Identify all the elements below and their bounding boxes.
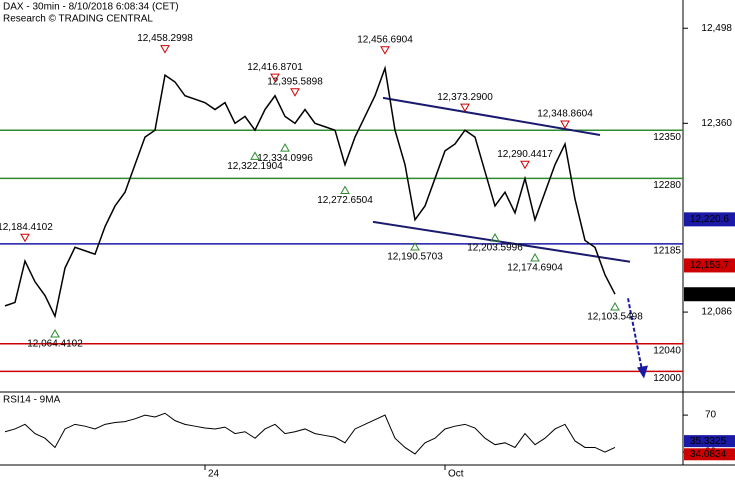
peak-marker [380, 46, 390, 55]
trough-label: 12,174.6904 [507, 263, 563, 274]
level-label: 12040 [653, 345, 681, 356]
trough-label: 12,203.5996 [467, 243, 523, 254]
price-box [684, 258, 735, 273]
trough-label: 12,334.0996 [257, 153, 313, 164]
level-label: 12350 [653, 132, 681, 143]
peak-marker [270, 73, 280, 83]
trough-marker [410, 242, 420, 251]
peak-label: 12,458.2998 [137, 33, 193, 44]
trendline [372, 220, 631, 263]
trough-label: 12,322.1904 [227, 161, 283, 172]
x-tick-label: 24 [208, 469, 220, 480]
rsi-box-label: 35.3325 [690, 436, 727, 447]
price-box [684, 287, 735, 302]
trough-marker [250, 151, 260, 160]
rsi-box [684, 448, 735, 461]
trough-marker [50, 328, 60, 338]
level-label: 12185 [653, 246, 681, 257]
trough-label: 12,103.5498 [587, 312, 643, 323]
level-label: 12280 [653, 180, 681, 191]
rsi-line [4, 412, 616, 455]
y-tick-label: 12,498 [701, 23, 732, 34]
trough-marker [340, 185, 350, 194]
y-tick-label: 12,360 [701, 118, 732, 129]
peak-label: 12,456.6904 [357, 34, 413, 45]
peak-marker [560, 120, 570, 129]
trough-marker [280, 143, 290, 152]
price-box-label: 12,153.7 [690, 260, 729, 271]
peak-label: 12,416.8701 [247, 62, 303, 73]
trough-marker [490, 233, 500, 242]
price-box-label: 12,111.9 [690, 289, 728, 300]
peak-marker [160, 45, 170, 54]
chart-subtitle: Research © TRADING CENTRAL [3, 14, 153, 25]
peak-marker [460, 103, 470, 113]
rsi-box [684, 435, 735, 448]
peak-label: 12,395.5898 [267, 76, 323, 87]
peak-label: 12,184.4102 [0, 222, 53, 233]
trough-label: 12,190.5703 [387, 252, 443, 263]
trough-label: 12,064.4102 [27, 339, 83, 350]
peak-label: 12,290.4417 [497, 149, 553, 160]
peak-marker [20, 233, 30, 243]
trendline [382, 96, 601, 137]
arrow-head [637, 365, 648, 379]
peak-label: 12,348.8604 [537, 109, 593, 120]
level-label: 12000 [653, 373, 681, 384]
chart-title: DAX - 30min - 8/10/2018 6:08:34 (CET) [3, 2, 179, 13]
rsi-title: RSI14 - 9MA [3, 395, 61, 406]
rsi-box-label: 34.0834 [690, 449, 727, 460]
y-tick-label: 12,086 [701, 307, 732, 318]
price-box [684, 212, 735, 227]
peak-marker [520, 160, 530, 170]
rsi-tick-label: 70 [705, 410, 717, 421]
trough-marker [530, 252, 540, 262]
peak-label: 12,373.2900 [437, 92, 493, 103]
x-tick-label: Oct [448, 469, 464, 480]
peak-marker [290, 88, 300, 97]
trough-label: 12,272.6504 [317, 195, 373, 206]
trough-marker [610, 301, 620, 311]
price-line [4, 65, 616, 319]
forecast-arrow [627, 298, 644, 376]
price-box-label: 12,220.6 [690, 214, 729, 225]
